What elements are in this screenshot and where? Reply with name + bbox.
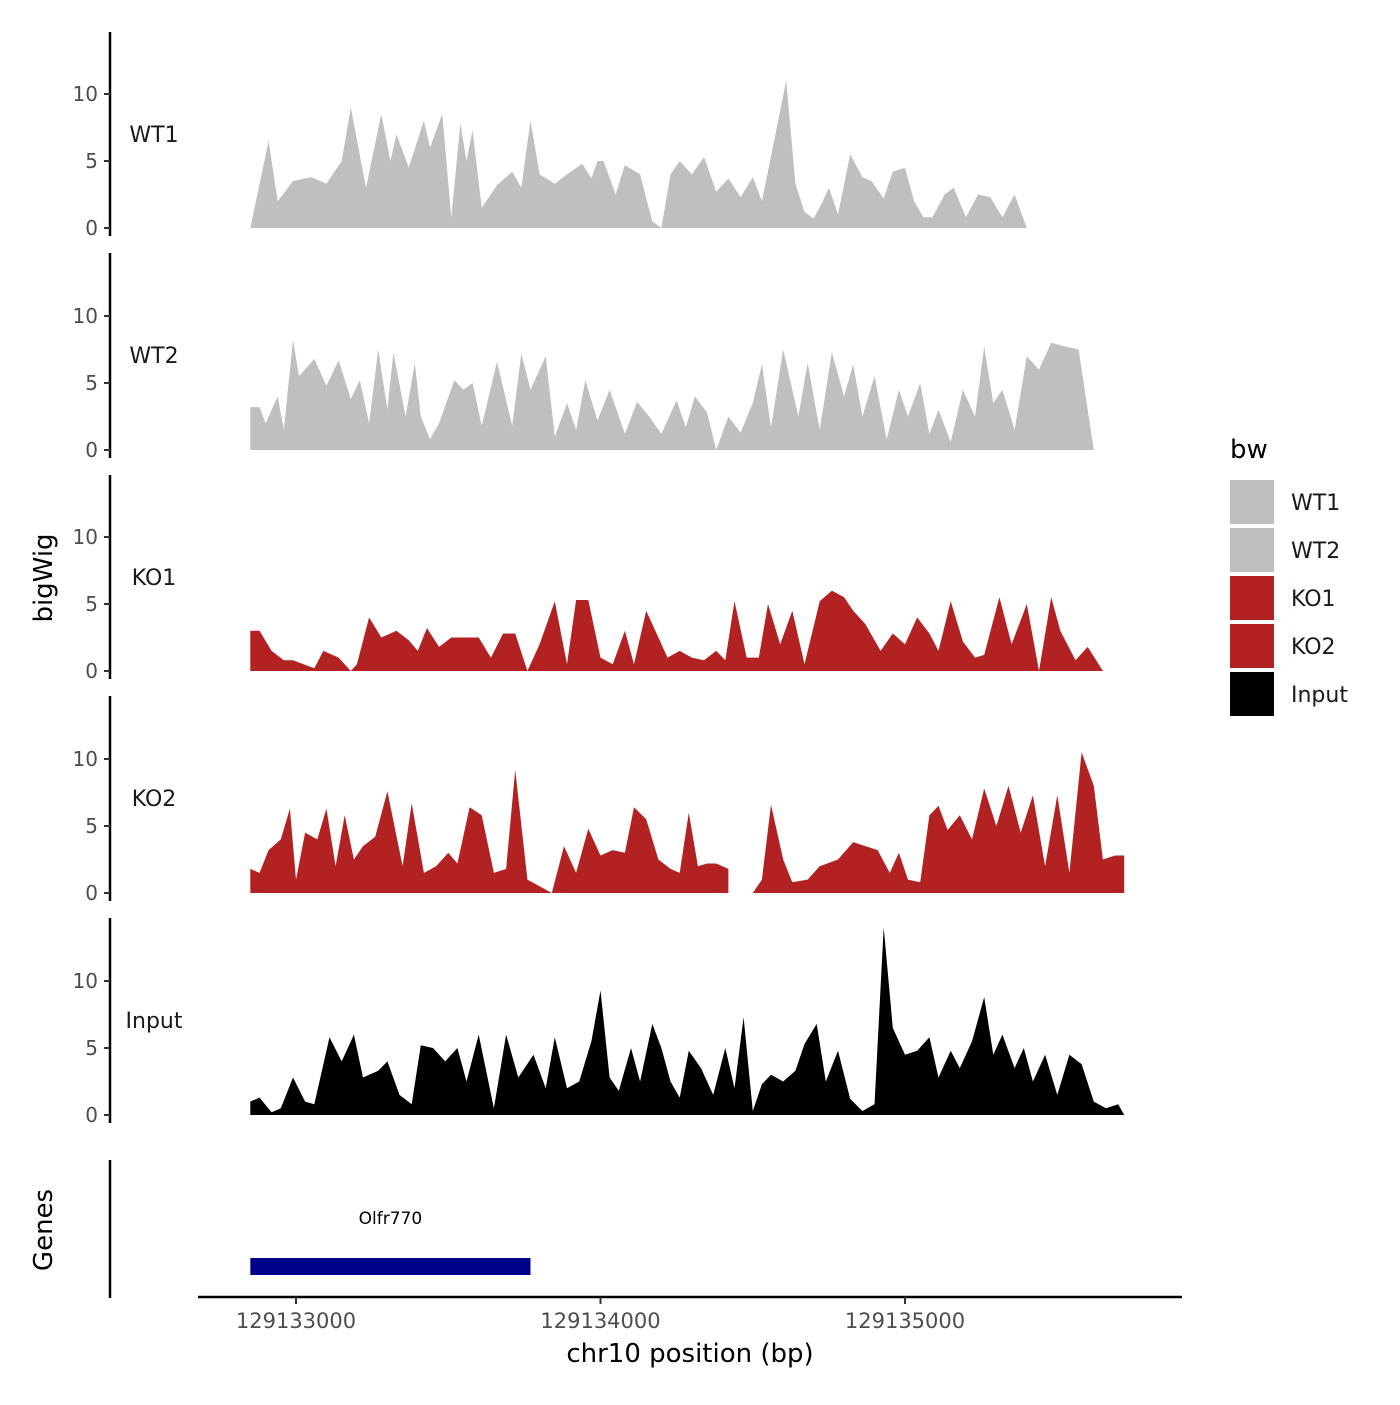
track-label: Input <box>126 1009 183 1034</box>
legend: bw WT1 WT2 KO1 KO2 Input <box>1230 435 1348 716</box>
gene-track-label: Genes <box>29 1189 59 1271</box>
y-tick-label: 5 <box>85 814 98 838</box>
coverage-area <box>250 752 1125 893</box>
legend-swatch <box>1230 528 1274 572</box>
x-tick-label: 129135000 <box>845 1309 965 1333</box>
track-label: KO2 <box>132 787 177 812</box>
y-tick-label: 10 <box>73 82 98 106</box>
y-tick-label: 5 <box>85 1036 98 1060</box>
track-label: WT1 <box>129 123 178 148</box>
track-wt2: 0 5 10 WT2 <box>73 253 1125 462</box>
y-tick-label: 5 <box>85 371 98 395</box>
y-tick-label: 5 <box>85 149 98 173</box>
legend-swatch <box>1230 624 1274 668</box>
legend-label: KO2 <box>1291 635 1336 660</box>
y-tick-label: 10 <box>73 969 98 993</box>
legend-label: KO1 <box>1291 587 1336 612</box>
legend-label: WT1 <box>1291 491 1340 516</box>
y-tick-label: 0 <box>85 1103 98 1127</box>
track-input: 0 5 10 Input <box>73 918 1125 1127</box>
legend-swatch <box>1230 672 1274 716</box>
track-label: WT2 <box>129 344 178 369</box>
gene-bar <box>250 1258 531 1275</box>
x-axis-label: chr10 position (bp) <box>566 1339 813 1369</box>
track-wt1: 0 5 10 WT1 <box>73 32 1125 240</box>
coverage-area <box>250 80 1125 228</box>
y-tick-label: 0 <box>85 659 98 683</box>
legend-label: WT2 <box>1291 539 1340 564</box>
coverage-area <box>250 340 1125 450</box>
track-ko2: 0 5 10 KO2 <box>73 696 1125 905</box>
y-tick-label: 10 <box>73 747 98 771</box>
coverage-tracks: 0 5 10 WT1 0 5 10 WT2 0 5 10 KO1 0 5 10 KO2 0 5 10 Input <box>73 32 1125 1127</box>
gene-name: Olfr770 <box>359 1209 423 1229</box>
x-tick-label: 129134000 <box>540 1309 660 1333</box>
y-tick-label: 10 <box>73 525 98 549</box>
y-tick-label: 0 <box>85 881 98 905</box>
track-label: KO1 <box>132 566 177 591</box>
legend-label: Input <box>1291 683 1348 708</box>
legend-title: bw <box>1230 435 1268 465</box>
y-tick-label: 0 <box>85 438 98 462</box>
coverage-gap <box>728 696 753 894</box>
y-tick-label: 5 <box>85 592 98 616</box>
legend-swatch <box>1230 480 1274 524</box>
y-axis-label: bigWig <box>29 533 59 622</box>
x-tick-label: 129133000 <box>236 1309 356 1333</box>
x-axis: 129133000 129134000 129135000 <box>198 1295 1182 1333</box>
coverage-area <box>250 927 1125 1115</box>
coverage-area <box>250 590 1125 671</box>
y-tick-label: 10 <box>73 304 98 328</box>
gene-track: Olfr770 <box>108 1160 531 1298</box>
y-tick-label: 0 <box>85 216 98 240</box>
track-ko1: 0 5 10 KO1 <box>73 475 1125 683</box>
legend-swatch <box>1230 576 1274 620</box>
